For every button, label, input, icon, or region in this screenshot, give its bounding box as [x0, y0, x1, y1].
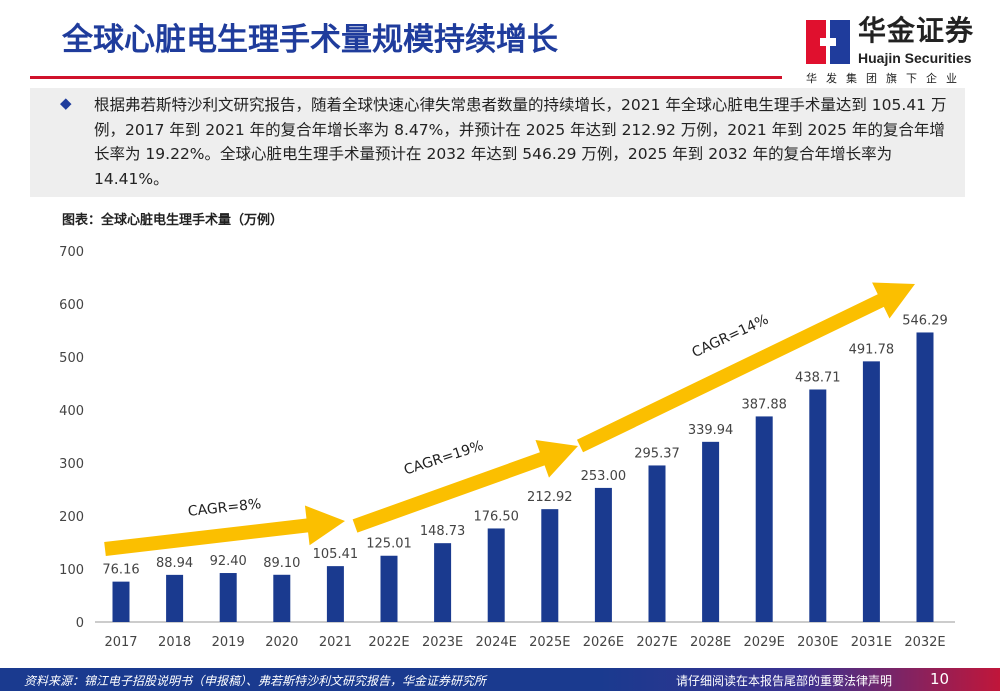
x-tick-label: 2031E	[851, 635, 892, 650]
data-label: 92.40	[210, 554, 247, 569]
bar-chart: 0 100 200 300 400 500 600 700 76.16 2017 88.94 2018…	[59, 245, 955, 650]
x-tick-label: 2019	[212, 635, 245, 650]
summary-box: ◆ 根据弗若斯特沙利文研究报告，随着全球快速心律失常患者数量的持续增长，2021…	[30, 88, 965, 197]
bar	[541, 509, 559, 622]
data-label: 387.88	[741, 397, 787, 412]
x-tick-label: 2030E	[797, 635, 838, 650]
bar	[809, 389, 827, 622]
bar	[112, 581, 130, 622]
x-tick-label: 2023E	[422, 635, 463, 650]
legal-notice: 请仔细阅读在本报告尾部的重要法律声明	[676, 674, 893, 688]
bar	[702, 441, 720, 622]
cagr-arrow	[104, 505, 345, 556]
diamond-bullet-icon: ◆	[60, 94, 72, 112]
company-logo: 华金证券 Huajin Securities 华发集团旗下企业	[806, 16, 986, 88]
title-divider	[30, 76, 782, 79]
bar	[273, 574, 291, 622]
bar	[594, 487, 612, 622]
data-label: 125.01	[366, 537, 412, 552]
data-label: 89.10	[263, 556, 300, 571]
cagr-arrow	[352, 440, 578, 533]
x-tick-label: 2022E	[368, 635, 409, 650]
x-tick-label: 2027E	[636, 635, 677, 650]
bar	[326, 566, 344, 622]
page-number: 10	[930, 670, 950, 688]
data-label: 295.37	[634, 446, 680, 461]
bar	[916, 332, 934, 622]
data-label: 148.73	[420, 524, 466, 539]
x-tick-label: 2032E	[904, 635, 945, 650]
x-tick-label: 2021	[319, 635, 352, 650]
data-label: 546.29	[902, 313, 948, 328]
y-tick-label: 400	[59, 404, 84, 419]
chart-title: 图表：全球心脏电生理手术量（万例）	[62, 213, 284, 228]
bar	[434, 543, 452, 622]
y-tick-label: 0	[76, 616, 84, 631]
footer: 资料来源：锦江电子招股说明书（申报稿）、弗若斯特沙利文研究报告，华金证券研究所 …	[0, 668, 1000, 691]
y-tick-label: 100	[59, 563, 84, 578]
bar	[648, 465, 666, 622]
data-label: 491.78	[849, 342, 895, 357]
y-tick-label: 500	[59, 351, 84, 366]
y-tick-label: 600	[59, 298, 84, 313]
y-tick-label: 200	[59, 510, 84, 525]
x-tick-label: 2028E	[690, 635, 731, 650]
y-tick-label: 300	[59, 457, 84, 472]
bar	[487, 528, 505, 622]
data-label: 212.92	[527, 490, 573, 505]
bar	[862, 361, 880, 622]
x-tick-label: 2029E	[744, 635, 785, 650]
bar	[166, 574, 184, 622]
huajin-logo-mark-icon	[806, 20, 850, 64]
x-tick-label: 2026E	[583, 635, 624, 650]
data-label: 176.50	[473, 509, 519, 524]
data-label: 438.71	[795, 370, 841, 385]
logo-en: Huajin Securities	[858, 50, 972, 66]
data-label: 339.94	[688, 423, 734, 438]
x-tick-label: 2024E	[476, 635, 517, 650]
cagr-label: CAGR=19%	[402, 438, 485, 479]
data-label: 105.41	[313, 547, 359, 562]
logo-sub: 华发集团旗下企业	[806, 72, 966, 85]
bar	[219, 573, 237, 622]
cagr-arrow	[576, 282, 915, 453]
bar	[380, 555, 398, 622]
data-label: 253.00	[581, 469, 627, 484]
x-tick-label: 2025E	[529, 635, 570, 650]
page-title: 全球心脏电生理手术量规模持续增长	[62, 22, 558, 58]
logo-cn: 华金证券	[858, 14, 975, 47]
data-label: 76.16	[102, 563, 139, 578]
y-tick-label: 700	[59, 245, 84, 260]
source-note: 资料来源：锦江电子招股说明书（申报稿）、弗若斯特沙利文研究报告，华金证券研究所	[24, 674, 487, 688]
data-label: 88.94	[156, 556, 193, 571]
cagr-label: CAGR=8%	[187, 496, 262, 520]
x-tick-label: 2017	[104, 635, 137, 650]
bar	[755, 416, 773, 622]
x-tick-label: 2018	[158, 635, 191, 650]
summary-text: 根据弗若斯特沙利文研究报告，随着全球快速心律失常患者数量的持续增长，2021 年…	[94, 96, 947, 188]
summary-section: ◆ 根据弗若斯特沙利文研究报告，随着全球快速心律失常患者数量的持续增长，2021…	[30, 88, 965, 229]
x-tick-label: 2020	[265, 635, 298, 650]
